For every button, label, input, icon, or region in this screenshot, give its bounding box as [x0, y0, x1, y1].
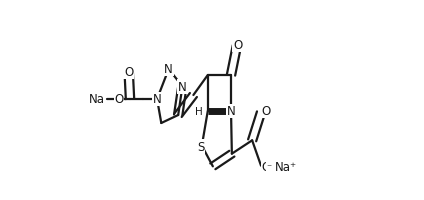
Text: H: H [195, 106, 203, 116]
Text: Na⁺: Na⁺ [275, 160, 297, 173]
Text: O: O [262, 105, 271, 118]
Text: N: N [165, 63, 173, 76]
Text: O: O [114, 93, 124, 106]
Text: S: S [197, 140, 204, 153]
Text: O: O [124, 66, 134, 79]
Text: N: N [227, 105, 235, 118]
Text: N: N [178, 80, 187, 93]
Text: O: O [233, 39, 243, 52]
Text: Na: Na [89, 93, 105, 106]
Text: ⁻: ⁻ [266, 163, 271, 173]
Text: O: O [262, 160, 271, 173]
Text: N: N [153, 93, 162, 106]
